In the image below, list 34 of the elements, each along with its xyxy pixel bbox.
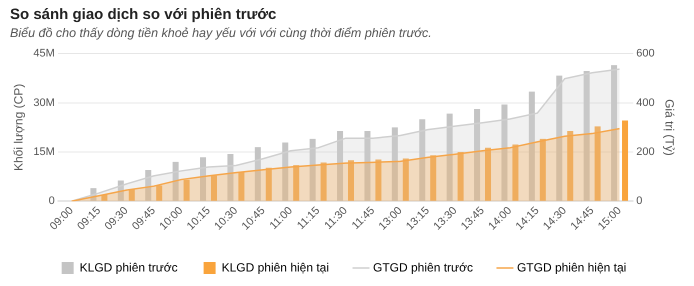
bar <box>156 185 162 201</box>
y-tick-label: 15M <box>33 146 55 158</box>
bar <box>210 176 218 201</box>
legend-label: GTGD phiên hiện tại <box>516 260 626 274</box>
bar <box>320 162 327 201</box>
bar <box>293 165 300 201</box>
chart-subtitle: Biểu đồ cho thấy dòng tiền khoẻ hay yếu với với cùng thời điểm phiên trước. <box>10 26 432 40</box>
bar <box>567 131 574 201</box>
bar <box>458 152 464 201</box>
y2-tick-label: 600 <box>636 48 655 60</box>
legend-label: KLGD phiên hiện tại <box>222 260 330 274</box>
bar <box>540 138 546 201</box>
legend-label: KLGD phiên trước <box>80 260 178 274</box>
bar <box>266 168 272 201</box>
y2-tick-label: 200 <box>636 146 655 158</box>
y-tick-label: 0 <box>48 195 55 208</box>
y-tick-label: 45M <box>33 48 55 60</box>
bar <box>348 160 354 201</box>
bar <box>238 172 244 201</box>
y2-tick-label: 400 <box>636 96 655 109</box>
bar <box>375 160 382 201</box>
bar <box>485 148 492 201</box>
y2-tick-label: 0 <box>636 195 642 208</box>
bar <box>622 120 628 201</box>
chart-title: So sánh giao dịch so với phiên trước <box>10 6 276 23</box>
bar <box>402 158 409 201</box>
y-tick-label: 30M <box>33 96 55 109</box>
bar <box>184 180 190 201</box>
bar <box>594 126 601 201</box>
legend-label: GTGD phiên trước <box>373 260 473 274</box>
y2-axis-title: Giá trị (Tỷ) <box>662 99 676 156</box>
bar <box>512 144 518 201</box>
y-axis-title: Khối lượng (CP) <box>12 84 26 172</box>
bar <box>430 155 436 201</box>
